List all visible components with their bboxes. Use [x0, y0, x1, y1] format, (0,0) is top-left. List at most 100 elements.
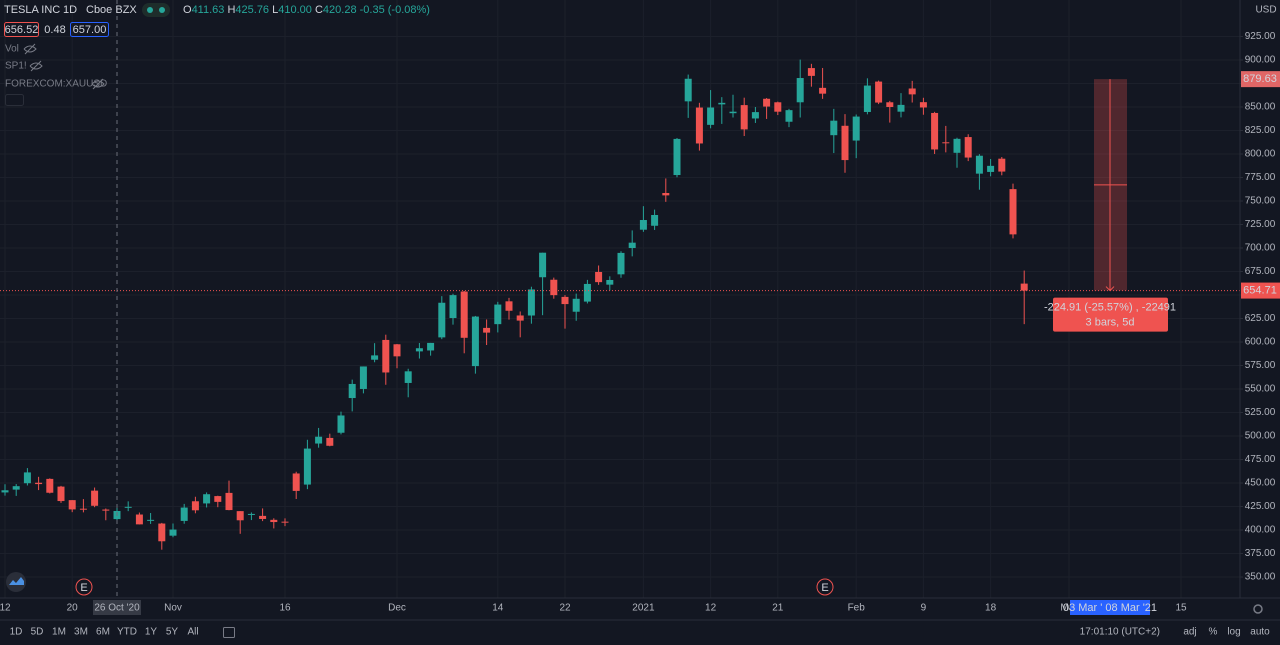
indicator-name[interactable]: FOREXCOM:XAUUSD: [5, 79, 107, 90]
candle-body: [382, 339, 390, 373]
indicator-name[interactable]: SP1!: [5, 61, 27, 72]
candle-body: [225, 492, 233, 511]
x-tick-label: 14: [492, 603, 504, 614]
exchange: Cboe BZX: [86, 4, 137, 16]
range-button[interactable]: 1D: [10, 627, 23, 638]
candle-body: [191, 501, 199, 511]
range-button[interactable]: 1Y: [145, 627, 158, 638]
candle-body: [998, 158, 1006, 172]
grid: [0, 0, 1240, 598]
scale-option[interactable]: auto: [1250, 627, 1270, 638]
candle-body: [57, 486, 65, 502]
earnings-label: E: [821, 582, 828, 594]
ohlc-label: H: [227, 4, 235, 16]
candle-body: [494, 304, 502, 325]
candle-body: [550, 279, 558, 296]
candle-body: [942, 142, 950, 144]
measure-date-box: [1070, 600, 1150, 615]
candle-body: [483, 327, 491, 333]
candle-body: [214, 496, 222, 502]
hidden-eye[interactable]: [91, 78, 105, 90]
x-tick-label: 20: [67, 603, 79, 614]
status-dot: [147, 7, 153, 13]
y-tick-label: 850.00: [1245, 102, 1276, 113]
ohlc-label: C: [315, 4, 323, 16]
date-range-button[interactable]: [223, 627, 235, 638]
range-button[interactable]: 6M: [96, 627, 110, 638]
x-tick-label: 22: [559, 603, 571, 614]
candle-body: [393, 344, 401, 357]
candle-body: [684, 78, 692, 102]
ohlc-change: -0.35 (-0.08%): [360, 4, 430, 16]
x-tick-label: Mar: [1060, 603, 1078, 614]
scale-option[interactable]: log: [1227, 627, 1240, 638]
ask-box[interactable]: [70, 22, 109, 37]
x-tick-label: 12: [705, 603, 717, 614]
candle-body: [796, 78, 804, 103]
candle-body: [281, 521, 289, 523]
y-tick-label: 925.00: [1245, 31, 1276, 42]
clock[interactable]: 17:01:10 (UTC+2): [1080, 627, 1160, 638]
measure-arrowhead: [1105, 286, 1115, 292]
earnings-marker[interactable]: [75, 578, 93, 596]
scale-option[interactable]: %: [1209, 627, 1218, 638]
candle-body: [572, 298, 580, 312]
y-tick-label: 450.00: [1245, 478, 1276, 489]
candle-body: [68, 500, 76, 510]
candle-body: [505, 301, 513, 311]
ohlc-label: O: [183, 4, 192, 16]
candle-body: [931, 112, 939, 150]
candle-body: [628, 242, 636, 249]
candle-body: [337, 415, 345, 433]
ohlc-value: 410.00: [278, 4, 312, 16]
range-button[interactable]: 5Y: [166, 627, 179, 638]
y-tick-label: 575.00: [1245, 360, 1276, 371]
y-tick-label: 550.00: [1245, 384, 1276, 395]
candle-body: [807, 68, 815, 76]
y-tick-label: 400.00: [1245, 525, 1276, 536]
candle-body: [953, 138, 961, 153]
symbol-name[interactable]: TESLA INC: [4, 4, 60, 16]
candle-body: [259, 515, 267, 519]
candle-body: [23, 472, 31, 484]
candle-body: [751, 112, 759, 119]
settings-button[interactable]: [1253, 604, 1263, 614]
scale-option[interactable]: adj: [1183, 627, 1196, 638]
ohlc-value: 425.76: [235, 4, 269, 16]
measure-sub-label: 3 bars, 5d: [1086, 316, 1135, 328]
candle-body: [147, 519, 155, 521]
hidden-eye[interactable]: [29, 60, 43, 72]
range-button[interactable]: YTD: [117, 627, 137, 638]
y-tick-label: 825.00: [1245, 125, 1276, 136]
candle-body: [561, 296, 569, 305]
range-button[interactable]: 1M: [52, 627, 66, 638]
candle-body: [315, 436, 323, 444]
crosshair-date: 26 Oct '20: [94, 603, 140, 614]
candle-body: [371, 355, 379, 360]
range-button[interactable]: All: [187, 627, 198, 638]
interval[interactable]: 1D: [63, 4, 77, 16]
candle-body: [292, 473, 300, 491]
candle-body: [180, 507, 188, 521]
hidden-eye[interactable]: [23, 43, 37, 55]
ask-price: 657.00: [73, 24, 107, 36]
collapse-button[interactable]: [5, 94, 24, 106]
status-pill: [142, 3, 170, 17]
eye-icons: [23, 43, 105, 90]
x-tick-label: Dec: [388, 603, 406, 614]
y-tick-label: 900.00: [1245, 55, 1276, 66]
earnings-marker[interactable]: [816, 578, 834, 596]
bid-box[interactable]: [4, 22, 39, 37]
y-tick-label: 375.00: [1245, 548, 1276, 559]
range-button[interactable]: 5D: [31, 627, 44, 638]
candle-body: [606, 279, 614, 285]
candle-body: [102, 509, 110, 511]
range-button[interactable]: 3M: [74, 627, 88, 638]
y-tick-label: 475.00: [1245, 454, 1276, 465]
x-tick-label: 21: [772, 603, 784, 614]
y-tick-label: 525.00: [1245, 407, 1276, 418]
candle-body: [326, 437, 334, 446]
candle-body: [270, 519, 278, 523]
y-tick-label: 350.00: [1245, 572, 1276, 583]
indicator-name[interactable]: Vol: [5, 44, 19, 55]
